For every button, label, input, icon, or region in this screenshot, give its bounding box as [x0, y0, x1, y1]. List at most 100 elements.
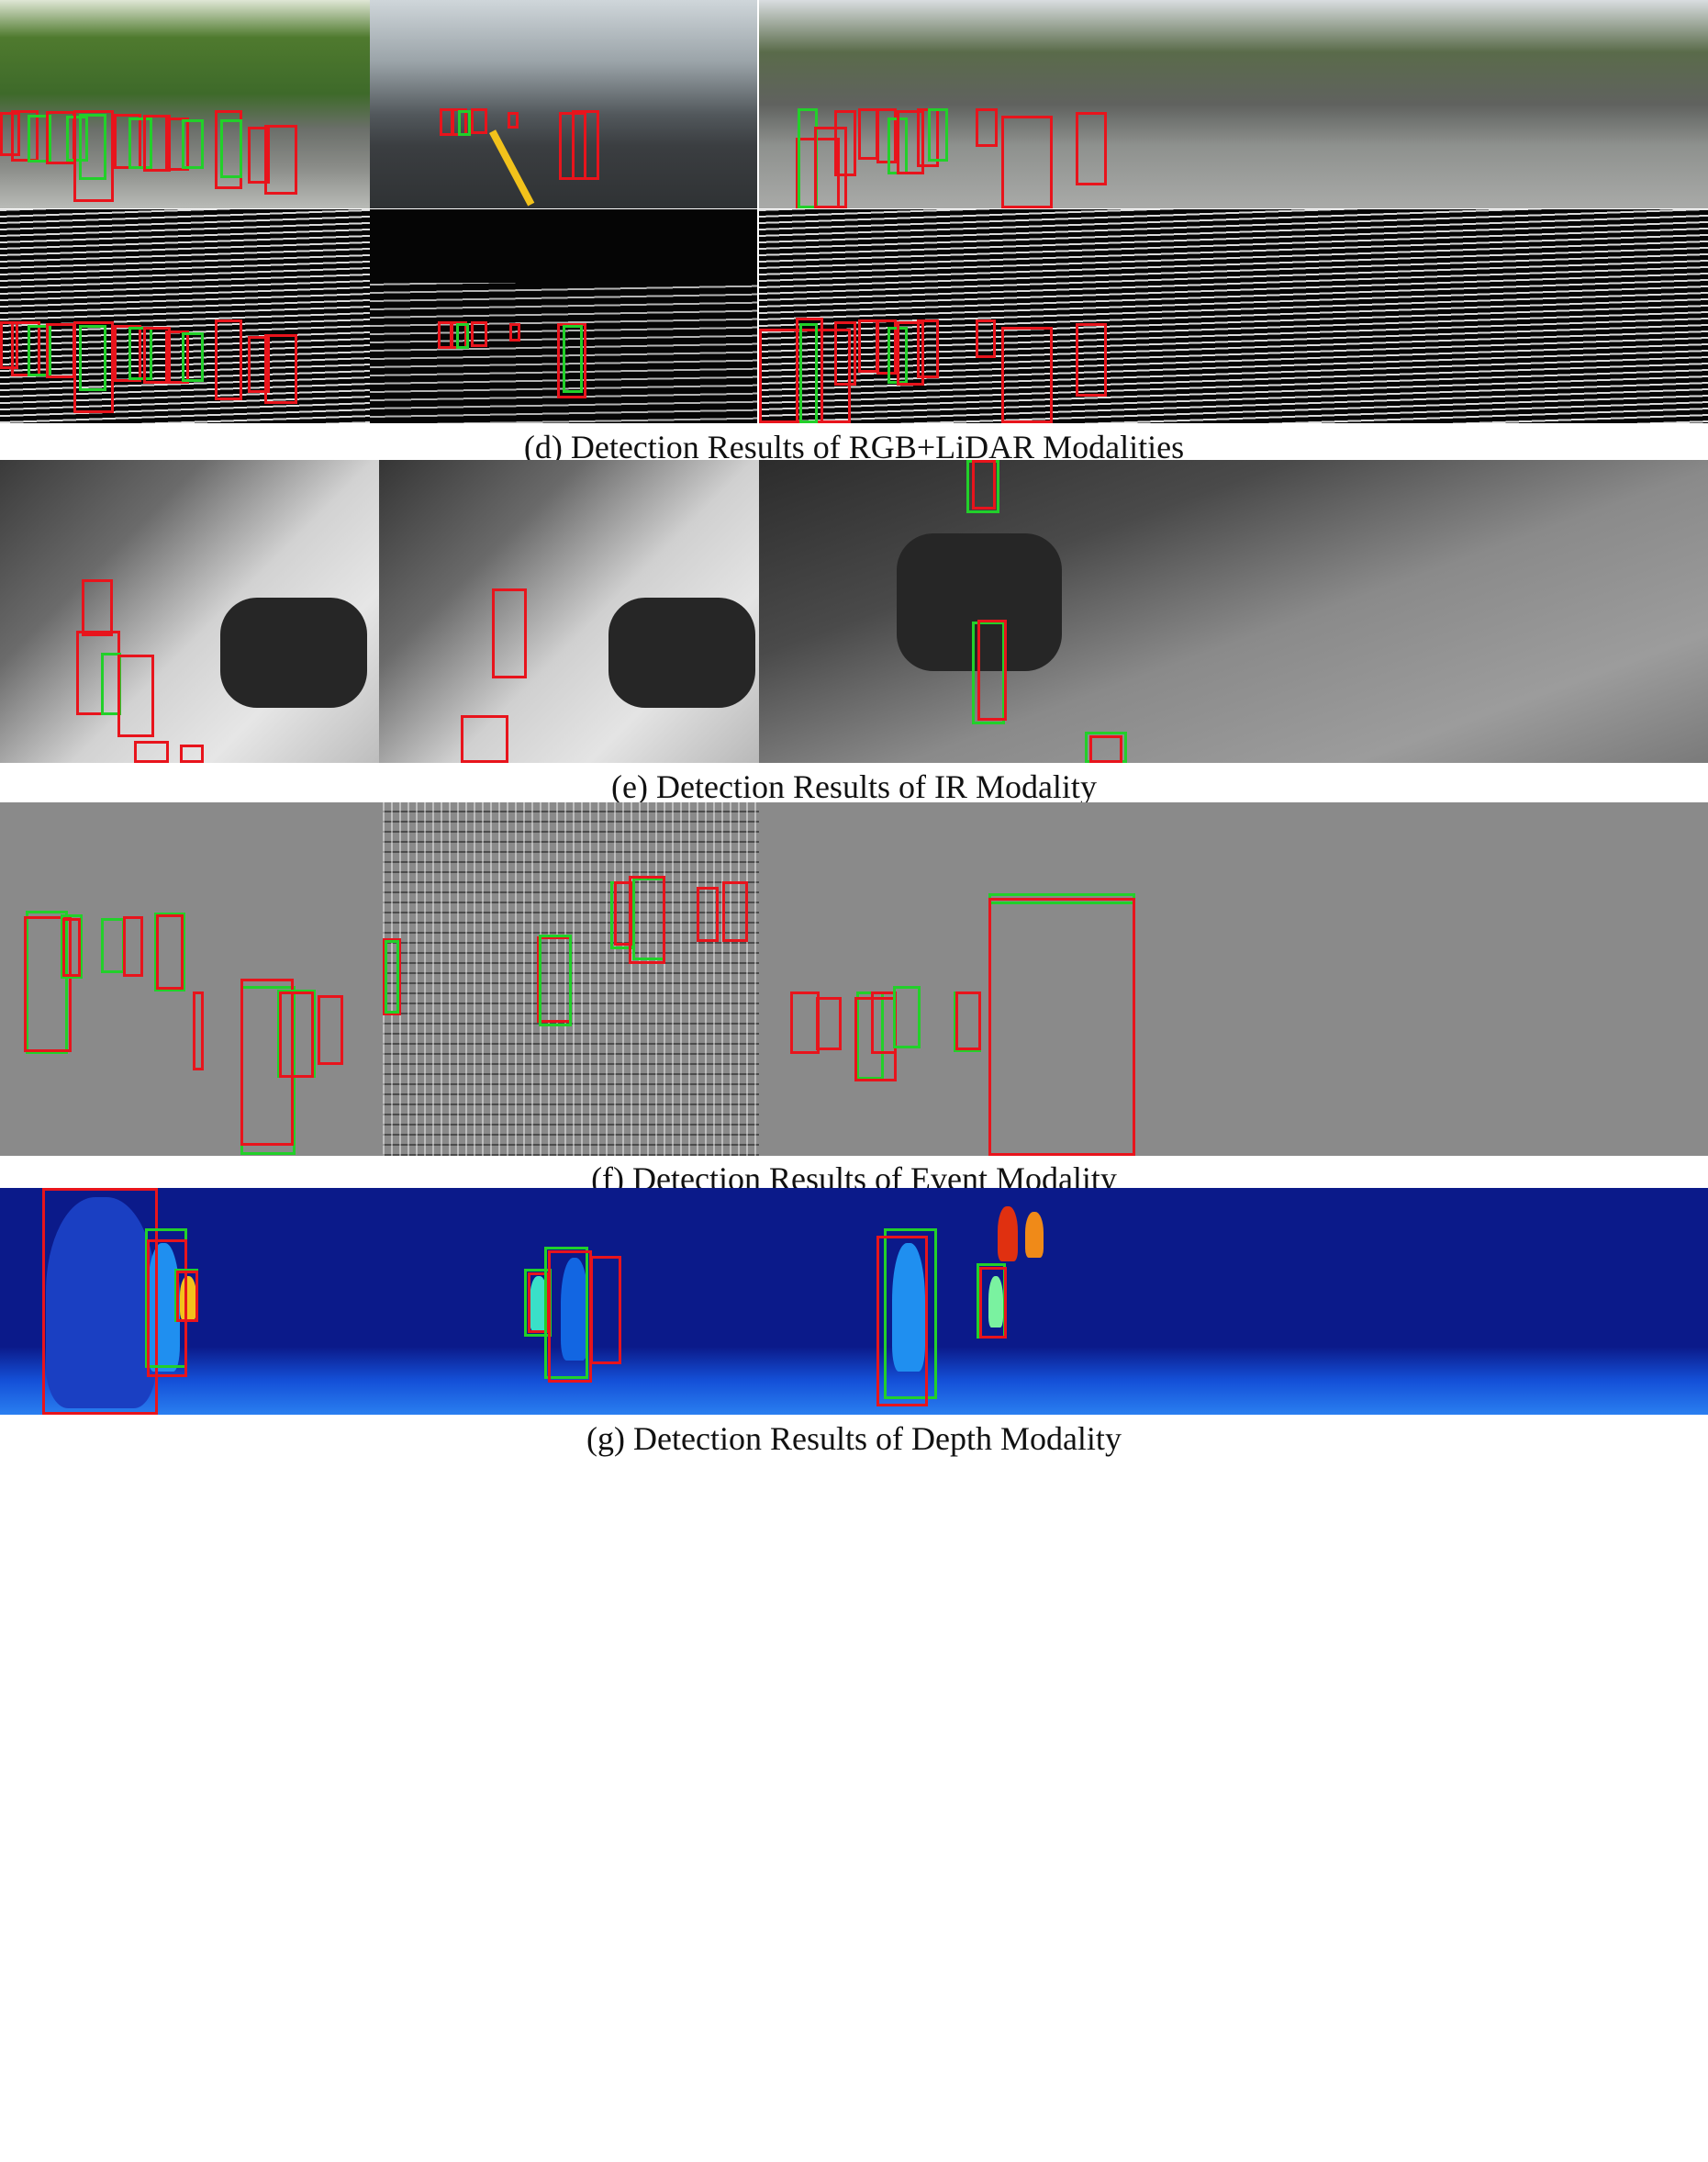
detection-box — [897, 110, 924, 174]
detection-box — [917, 319, 939, 378]
caption-ir: (e) Detection Results of IR Modality — [611, 768, 1097, 805]
detection-box — [988, 898, 1135, 1156]
detection-box — [114, 325, 141, 382]
detection-box — [876, 108, 897, 163]
detection-box — [73, 110, 114, 202]
detection-box — [62, 918, 81, 977]
detection-box — [220, 119, 242, 178]
depth-image-3 — [759, 1188, 1708, 1415]
detection-box — [509, 323, 520, 342]
depth-blob — [988, 1276, 1003, 1327]
detection-box — [66, 116, 88, 162]
caption-depth: (g) Detection Results of Depth Modality — [586, 1420, 1122, 1457]
detection-box — [11, 110, 39, 162]
detection-box — [471, 321, 487, 347]
detection-box — [82, 579, 113, 636]
depth-blob — [180, 1276, 196, 1320]
detection-box — [1089, 735, 1122, 763]
detection-box — [858, 319, 878, 373]
detection-box — [79, 114, 106, 180]
detection-box — [972, 460, 996, 510]
detection-box — [548, 1250, 592, 1383]
parked-car — [608, 598, 755, 708]
detection-box — [264, 125, 297, 195]
event-image-4 — [759, 802, 1708, 1156]
detection-box — [215, 319, 242, 400]
detection-box — [955, 991, 981, 1050]
depth-blob — [530, 1276, 548, 1331]
detection-box — [458, 110, 471, 136]
detection-box — [471, 108, 487, 134]
detection-box — [858, 108, 878, 160]
detection-box — [248, 336, 270, 393]
detection-box — [722, 881, 748, 942]
detection-box — [977, 620, 1007, 721]
detection-box — [128, 327, 152, 380]
detection-box — [147, 1239, 187, 1377]
detection-box — [834, 321, 856, 386]
detection-box — [0, 112, 20, 156]
detection-box — [456, 323, 469, 349]
detection-box — [114, 114, 141, 169]
depth-image-2 — [379, 1188, 759, 1415]
depth-blob — [1025, 1212, 1044, 1258]
depth-blob — [561, 1258, 588, 1361]
depth-blob — [46, 1197, 156, 1408]
road-lane-marking — [489, 129, 535, 207]
detection-box — [143, 327, 171, 384]
detection-box — [123, 916, 143, 977]
depth-blob — [998, 1206, 1018, 1261]
rgb-image-2 — [370, 0, 757, 208]
event-image-1 — [0, 802, 193, 1156]
detection-box — [876, 1236, 928, 1406]
detection-box — [697, 887, 719, 942]
detection-box — [240, 979, 294, 1146]
detection-box — [976, 108, 998, 147]
detection-box — [557, 323, 586, 398]
detection-box — [508, 112, 519, 129]
rgb-image-3 — [759, 0, 1708, 208]
detection-box — [28, 115, 51, 162]
detection-box — [1076, 323, 1107, 397]
detection-box — [0, 321, 18, 369]
detection-box — [814, 127, 847, 208]
detection-box — [539, 935, 572, 1026]
event-image-2 — [193, 802, 383, 1156]
detection-box — [73, 321, 114, 413]
detection-box — [979, 1267, 1007, 1339]
caption-rgb-lidar: (d) Detection Results of RGB+LiDAR Modal… — [523, 429, 1185, 465]
detection-box — [976, 319, 996, 358]
detection-box — [572, 110, 599, 180]
detection-box — [24, 916, 72, 1052]
lidar-image-2 — [370, 209, 757, 423]
detection-box — [383, 938, 401, 1015]
detection-box — [101, 918, 125, 973]
detection-box — [629, 876, 665, 964]
detection-box — [928, 108, 948, 162]
depth-image-1 — [0, 1188, 379, 1415]
detection-box — [193, 991, 204, 1070]
ir-image-3 — [759, 460, 1708, 763]
detection-box — [154, 913, 185, 991]
detection-box — [134, 741, 169, 763]
detection-box — [28, 325, 51, 376]
detection-box — [156, 914, 184, 990]
lidar-image-1 — [0, 209, 370, 423]
detection-box — [318, 995, 343, 1065]
detection-box — [563, 325, 583, 393]
detection-box — [1001, 116, 1053, 208]
detection-box — [884, 1228, 937, 1399]
detection-box — [897, 321, 924, 386]
event-image-3 — [383, 802, 759, 1156]
depth-blob — [892, 1243, 925, 1372]
detection-box — [165, 118, 189, 171]
detection-box — [279, 991, 314, 1078]
detection-box — [117, 655, 154, 737]
detection-box — [590, 1256, 621, 1364]
ir-image-2 — [379, 460, 759, 763]
detection-box — [492, 588, 527, 678]
detection-box — [264, 334, 297, 404]
detection-box — [876, 319, 897, 375]
lidar-empty-region — [370, 209, 757, 283]
detection-box — [46, 323, 75, 378]
